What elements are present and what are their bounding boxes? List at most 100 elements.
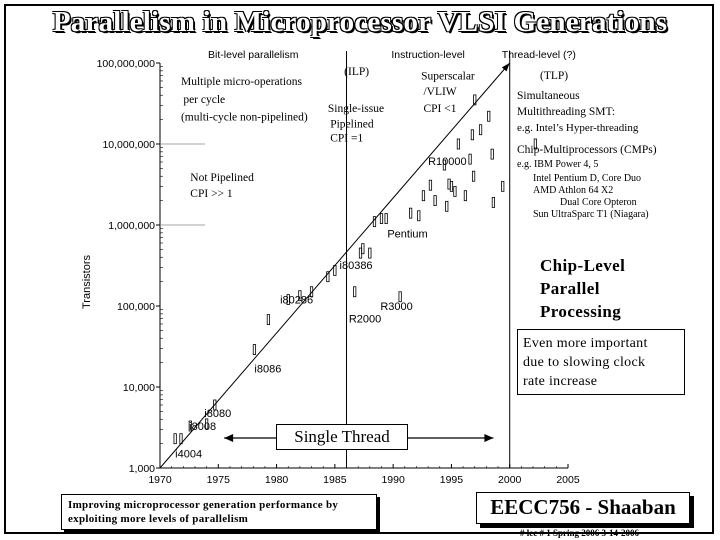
chip-label: R2000 — [349, 314, 381, 326]
slide-frame — [4, 4, 714, 534]
data-point — [326, 271, 330, 283]
clock-rate-callout: Even more important due to slowing clock… — [517, 329, 685, 395]
single-thread-arrowhead-right — [484, 434, 494, 442]
data-point — [491, 197, 495, 208]
chip-label: i8086 — [254, 363, 281, 375]
footer-note-line-2: exploiting more levels of parallelism — [68, 513, 249, 525]
tlp-note: AMD Athlon 64 X2 — [533, 185, 613, 196]
chip-label: i8080 — [204, 408, 231, 420]
data-point — [368, 247, 372, 259]
tlp-note: (TLP) — [540, 70, 568, 82]
x-tick-label: 1985 — [323, 474, 347, 486]
tlp-note: Dual Core Opteron — [560, 197, 637, 208]
chip-level-line-2: Parallel — [540, 279, 600, 298]
chip-level-line-3: Processing — [540, 302, 622, 321]
single-thread-arrowhead-left — [224, 434, 234, 442]
y-tick-label: 10,000 — [123, 382, 155, 394]
data-point — [205, 418, 209, 430]
data-point — [379, 213, 384, 224]
chart-annotation: CPI <1 — [423, 103, 456, 115]
data-point — [309, 286, 314, 298]
tlp-note: e.g. IBM Power 4, 5 — [517, 159, 598, 170]
chip-label: Pentium — [387, 229, 427, 241]
data-point — [333, 265, 337, 276]
chip-label: i80386 — [340, 260, 373, 272]
chart-annotation: Pipelined — [330, 118, 374, 130]
y-tick-label: 1,000,000 — [108, 220, 155, 232]
y-axis-title: Transistors — [81, 255, 93, 309]
trend-arrowhead — [501, 63, 510, 72]
chart-annotation: (multi-cycle non-pipelined) — [181, 111, 308, 123]
x-tick-label: 1995 — [440, 474, 464, 486]
tlp-note: Intel Pentium D, Core Duo — [533, 173, 641, 184]
data-point — [478, 124, 483, 136]
clock-line-1: Even more important — [523, 336, 648, 351]
data-point — [179, 433, 183, 445]
tlp-note: e.g. Intel’s Hyper-threading — [517, 122, 639, 134]
data-point — [298, 290, 302, 302]
data-point — [533, 138, 537, 150]
y-tick-label: 100,000,000 — [97, 58, 156, 70]
data-point — [473, 94, 477, 106]
clock-line-2: due to slowing clock — [523, 355, 646, 370]
data-point — [213, 399, 217, 411]
data-point — [428, 179, 433, 191]
y-tick-label: 1,000 — [129, 463, 155, 475]
data-point — [442, 159, 447, 171]
x-tick-label: 2005 — [556, 474, 580, 486]
x-tick-label: 2000 — [498, 474, 522, 486]
slide-title: Parallelism in Microprocessor VLSI Gener… — [52, 6, 668, 38]
x-tick-label: 1970 — [148, 474, 172, 486]
data-point — [456, 138, 461, 150]
chart-annotation: Single-issue — [328, 103, 384, 115]
y-tick-label: 100,000 — [117, 301, 155, 313]
era-label: Instruction-level — [391, 49, 465, 61]
chip-label: i4004 — [175, 449, 202, 461]
data-point — [384, 213, 388, 224]
chart-annotation: /VLIW — [423, 86, 456, 98]
chip-label: i8008 — [189, 421, 216, 433]
chart-annotation: Multiple micro-operations — [181, 76, 303, 88]
data-point — [463, 190, 468, 202]
data-point — [372, 216, 377, 228]
tlp-note: Sun UltraSparc T1 (Niagara) — [533, 209, 649, 220]
x-tick-label: 1990 — [381, 474, 405, 486]
era-label: Thread-level (?) — [502, 49, 576, 61]
tlp-note: Simultaneous — [517, 90, 580, 102]
data-point — [409, 207, 413, 219]
data-point — [468, 153, 472, 165]
data-point — [487, 110, 491, 122]
era-label: Bit-level parallelism — [208, 49, 299, 61]
single-thread-label: Single Thread — [276, 424, 408, 450]
chart-annotation: per cycle — [183, 94, 225, 106]
data-point — [286, 294, 290, 305]
footer-note-line-1: Improving microprocessor generation perf… — [68, 499, 339, 511]
chip-level-callout: Chip-Level Parallel Processing — [540, 254, 625, 323]
tlp-note: Chip-Multiprocessors (CMPs) — [517, 144, 657, 156]
data-point — [470, 129, 475, 141]
x-tick-label: 1980 — [265, 474, 289, 486]
tlp-note: Multithreading SMT: — [517, 106, 615, 118]
chart-annotation: Not Pipelined — [190, 172, 254, 184]
data-point — [421, 190, 426, 202]
chip-label: R3000 — [380, 301, 412, 313]
chart-annotation: CPI =1 — [330, 133, 363, 145]
chart-annotation: (ILP) — [344, 66, 369, 78]
chip-label: R10000 — [428, 156, 467, 168]
data-point — [173, 433, 177, 445]
chip-level-line-1: Chip-Level — [540, 256, 626, 275]
data-point — [449, 180, 454, 192]
data-point — [398, 291, 402, 303]
data-point — [501, 180, 505, 192]
chart-annotation: CPI >> 1 — [190, 188, 233, 200]
footer-note: Improving microprocessor generation perf… — [61, 494, 377, 530]
data-point — [433, 195, 437, 207]
data-point — [445, 200, 449, 212]
data-point — [252, 344, 257, 355]
data-point — [471, 170, 476, 182]
clock-line-3: rate increase — [523, 374, 598, 389]
course-badge: EECC756 - Shaaban — [476, 492, 690, 524]
lecture-meta: # lec # 1 Spring 2006 3-14-2006 — [520, 528, 639, 538]
chip-label: i80286 — [280, 295, 313, 307]
